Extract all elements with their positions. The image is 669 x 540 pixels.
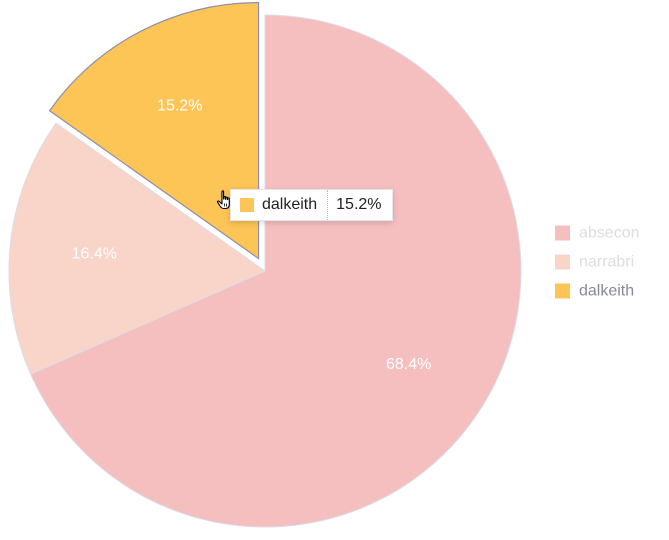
pie-slice-labels: 68.4% 16.4% 15.2% — [72, 98, 432, 373]
pie-slice-absecon[interactable] — [30, 14, 522, 528]
legend-label-narrabri: narrabri — [579, 254, 634, 271]
tooltip-value: 15.2% — [327, 190, 391, 220]
tooltip-name: dalkeith — [262, 196, 318, 213]
legend-label-absecon: absecon — [579, 225, 640, 242]
pie-slices — [8, 1, 522, 528]
hand-pointer-icon — [216, 190, 230, 210]
legend-swatch-absecon — [555, 225, 570, 241]
legend-item-narrabri[interactable]: narrabri — [555, 254, 634, 271]
slice-label-absecon: 68.4% — [386, 356, 431, 373]
legend-item-absecon[interactable]: absecon — [555, 225, 640, 242]
legend-item-dalkeith[interactable]: dalkeith — [555, 283, 634, 300]
pie-slice-narrabri[interactable] — [8, 122, 267, 375]
legend: absecon narrabri dalkeith — [555, 225, 640, 300]
slice-label-narrabri: 16.4% — [72, 245, 117, 262]
legend-label-dalkeith: dalkeith — [579, 283, 634, 300]
legend-swatch-narrabri — [555, 254, 570, 270]
tooltip: dalkeith 15.2% — [230, 189, 393, 221]
tooltip-swatch — [240, 198, 254, 212]
legend-swatch-dalkeith — [555, 283, 570, 299]
slice-label-dalkeith: 15.2% — [157, 98, 202, 115]
pie-slice-dalkeith[interactable] — [48, 1, 260, 260]
